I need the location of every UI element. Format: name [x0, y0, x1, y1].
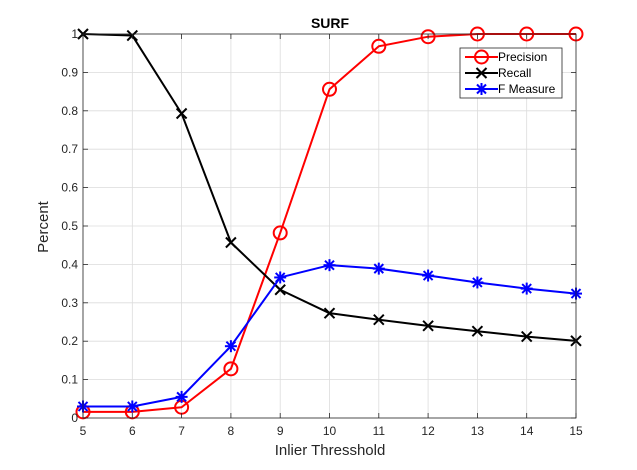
- legend-label-f-measure: F Measure: [498, 82, 556, 96]
- data-point-f-measure: [372, 262, 385, 275]
- data-point-f-measure: [422, 269, 435, 282]
- x-axis-title: Inlier Thresshold: [275, 442, 386, 459]
- y-tick-label: 0.8: [61, 104, 78, 118]
- data-point-recall: [373, 313, 385, 326]
- x-tick-label: 8: [228, 424, 235, 438]
- x-tick-label: 11: [373, 424, 386, 438]
- legend-marker-shape: [474, 49, 489, 65]
- data-point-recall: [422, 320, 434, 332]
- data-point-f-measure: [224, 340, 237, 353]
- y-tick-label: 0.7: [61, 142, 78, 156]
- x-tick-label: 7: [178, 424, 185, 438]
- series-recall: [77, 28, 582, 347]
- legend-item-precision: Precision: [465, 49, 547, 65]
- y-tick-label: 0.5: [61, 219, 78, 233]
- legend: Precision Recall F Measure: [459, 47, 563, 99]
- legend-marker-shape: [475, 67, 488, 79]
- data-point-recall: [471, 325, 484, 337]
- x-tick-label: 14: [520, 424, 534, 438]
- chart-title: SURF: [311, 15, 350, 31]
- x-tick-label: 5: [80, 424, 87, 438]
- data-point-recall: [323, 307, 336, 319]
- data-point-f-measure: [175, 390, 188, 403]
- data-point-f-measure: [126, 400, 139, 413]
- x-tick-label: 9: [277, 424, 284, 438]
- y-tick-label: 0.4: [61, 257, 78, 271]
- legend-item-recall: Recall: [465, 66, 531, 80]
- y-tick-label: 0.2: [61, 334, 78, 348]
- y-tick-label: 0.6: [61, 181, 78, 195]
- legend-marker-precision: [474, 49, 489, 65]
- data-point-precision: [272, 225, 288, 241]
- y-tick-label: 0.9: [61, 65, 78, 79]
- x-tick-label: 6: [129, 424, 136, 438]
- y-tick-label: 0.1: [61, 373, 78, 387]
- legend-marker-shape: [475, 83, 488, 95]
- x-tick-label: 15: [569, 424, 583, 438]
- x-tick-label: 12: [421, 424, 435, 438]
- data-point-recall: [274, 284, 286, 296]
- legend-label-precision: Precision: [498, 50, 547, 64]
- data-point-f-measure: [323, 259, 336, 272]
- data-point-recall: [520, 330, 533, 343]
- data-point-f-measure: [471, 276, 484, 289]
- legend-label-recall: Recall: [498, 66, 531, 80]
- data-point-precision: [420, 29, 436, 45]
- legend-marker-f-measure: [475, 83, 488, 95]
- legend-marker-recall: [475, 67, 488, 79]
- y-tick-label: 1: [71, 27, 78, 41]
- ticks: [82, 33, 577, 419]
- y-tick-label: 0: [71, 411, 78, 425]
- y-tick-label: 0.3: [61, 296, 78, 310]
- tick-labels: 5 6 7 8 9 10 11 12 13 14 15 0 0.1 0.2 0.3 0.4 0.5 0.6 0.7 0…: [61, 27, 583, 438]
- data-point-f-measure: [274, 271, 287, 284]
- data-point-precision: [371, 38, 387, 54]
- x-tick-label: 13: [471, 424, 485, 438]
- legend-item-f-measure: F Measure: [465, 82, 556, 96]
- data-point-recall: [175, 107, 188, 120]
- data-point-f-measure: [520, 282, 533, 295]
- y-axis-title: Percent: [35, 200, 52, 253]
- data-point-recall: [225, 236, 237, 249]
- x-tick-label: 10: [323, 424, 337, 438]
- data-point-precision: [322, 81, 337, 97]
- data-point-precision: [223, 361, 239, 377]
